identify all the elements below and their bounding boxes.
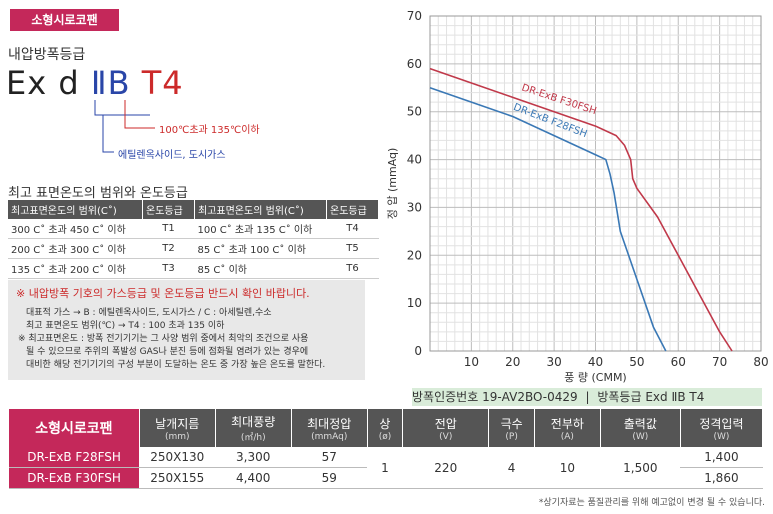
x-tick-label: 50	[629, 355, 644, 369]
cert-label: 방폭인증번호	[412, 390, 479, 404]
th-model: 소형시로코팬	[9, 409, 140, 447]
th-poles: 극수 (P)	[488, 409, 535, 447]
th-voltage: 전압 (V)	[402, 409, 490, 447]
cert-separator: |	[585, 390, 590, 404]
cell: T6	[326, 258, 379, 279]
notes-line: 최고 표면온도 범위(℃) → T4 : 100 초과 135 이하	[26, 321, 225, 331]
explosion-grade-title: 내압방폭등급	[8, 47, 86, 63]
x-tick-label: 10	[464, 355, 479, 369]
x-tick-label: 20	[505, 355, 520, 369]
series-line	[429, 87, 667, 352]
plot-frame	[429, 15, 762, 352]
product-spec-table: 소형시로코팬 날개지름 (mm) 최대풍량 (㎥/h) 최대정압 (mmAq) 상 (ø…	[9, 409, 764, 489]
temp-table-header: 최고표면온도의 범위(C˚) 온도등급 최고표면온도의 범위(C˚) 온도등급	[8, 200, 379, 219]
table-row: 135 C˚ 초과 200 C˚ 이하 T3 85 C˚ 이하 T6	[8, 258, 379, 279]
cert-grade-label: 방폭등급	[597, 390, 642, 404]
th-class-1: 온도등급	[142, 200, 195, 219]
cell: 4	[488, 447, 535, 489]
th-class-2: 온도등급	[326, 200, 379, 219]
cell: 1	[367, 447, 403, 489]
cell: T3	[142, 258, 195, 279]
category-badge: 소형시로코팬	[10, 9, 119, 31]
model-cell: DR-ExB F28FSH	[9, 447, 140, 468]
x-tick-label: 70	[712, 355, 727, 369]
y-axis-label: 정 압 (mmAq)	[386, 148, 399, 220]
cell: 10	[534, 447, 601, 489]
cell: 4,400	[215, 467, 292, 489]
y-tick-label: 40	[407, 153, 422, 167]
table-row: 200 C˚ 초과 300 C˚ 이하 T2 85 C˚ 초과 100 C˚ 이…	[8, 238, 379, 259]
cell: 57	[291, 447, 368, 468]
notes-line: 대비한 해당 전기기기의 구성 부분이 도달하는 온도 중 가장 높은 온도를 …	[26, 360, 326, 370]
y-tick-label: 10	[407, 296, 422, 310]
th-blade: 날개지름 (mm)	[139, 409, 216, 447]
model-cell: DR-ExB F30FSH	[9, 467, 140, 489]
th-phase: 상 (ø)	[367, 409, 404, 447]
notes-line: 될 수 있으므로 주위의 폭발성 GAS나 분진 등에 점화될 염려가 있는 경…	[26, 347, 309, 357]
y-tick-label: 60	[407, 57, 422, 71]
cell: 100 C˚ 초과 135 C˚ 이하	[194, 219, 327, 239]
certification-bar: 방폭인증번호 19-AV2BO-0429 | 방폭등급 Exd ⅡB T4	[412, 388, 762, 406]
cell: 1,400	[680, 447, 763, 468]
code-bracket-lines	[94, 100, 155, 153]
cell: 250X130	[139, 447, 216, 468]
cell: 3,300	[215, 447, 292, 468]
table-row: DR-ExB F28FSH 250X130 3,300 57 1 220 4 1…	[9, 447, 763, 489]
cell: 135 C˚ 초과 200 C˚ 이하	[8, 258, 143, 279]
group-bracket-line	[102, 115, 114, 153]
group-underline	[94, 100, 150, 116]
explosion-code: Ex d ⅡB T4	[6, 64, 184, 102]
notes-line: ※ 최고표면온도 : 방폭 전기기기는 그 사양 범위 중에서 최악의 조건으로…	[18, 334, 309, 344]
temperature-class-table: 최고표면온도의 범위(C˚) 온도등급 최고표면온도의 범위(C˚) 온도등급 …	[8, 200, 379, 279]
cell: T4	[326, 219, 379, 239]
th-flow: 최대풍량 (㎥/h)	[215, 409, 292, 447]
cell: 220	[402, 447, 489, 489]
cell: 85 C˚ 이하	[194, 258, 327, 279]
cell: 1,860	[680, 467, 763, 489]
cell: 200 C˚ 초과 300 C˚ 이하	[8, 238, 143, 259]
cell: 250X155	[139, 467, 216, 489]
notes-box	[8, 280, 365, 380]
code-temp: T4	[141, 64, 184, 102]
th-range-2: 최고표면온도의 범위(C˚)	[194, 200, 327, 219]
temp-bracket-line	[124, 100, 155, 129]
table-row: DR-ExB F30FSH 250X155 4,400 59 1,860	[9, 467, 763, 489]
th-load: 전부하 (A)	[534, 409, 601, 447]
performance-chart: 0 10 20 30 40 50 60 70 10 20 30 40 50 60 70 80 풍 량 (CMM)…	[386, 9, 769, 384]
th-range-1: 최고표면온도의 범위(C˚)	[8, 200, 143, 219]
cell: 59	[291, 467, 368, 489]
code-ex: Ex d	[6, 64, 80, 102]
x-tick-label: 30	[546, 355, 561, 369]
series-line	[429, 67, 733, 352]
code-group: ⅡB	[90, 64, 131, 102]
notes-line: 대표적 가스 → B : 에틸렌옥사이드, 도시가스 / C : 아세틸렌,수소	[26, 308, 272, 318]
table-row: 300 C˚ 초과 450 C˚ 이하 T1 100 C˚ 초과 135 C˚ …	[8, 219, 379, 239]
x-tick-label: 80	[753, 355, 768, 369]
x-axis-label: 풍 량 (CMM)	[564, 371, 626, 384]
th-rated-input: 정격입력 (W)	[680, 409, 764, 447]
cert-number: 19-AV2BO-0429	[482, 390, 578, 404]
y-tick-label: 0	[414, 344, 422, 358]
cell: T2	[142, 238, 195, 259]
cert-grade: Exd ⅡB T4	[645, 390, 705, 404]
y-tick-label: 30	[407, 200, 422, 214]
y-tick-label: 20	[407, 248, 422, 262]
y-tick-label: 70	[407, 9, 422, 23]
x-tick-label: 40	[588, 355, 603, 369]
x-tick-label: 60	[671, 355, 686, 369]
footnote: *상기자료는 품질관리를 위해 예고없이 변경 될 수 있습니다.	[538, 498, 765, 508]
y-tick-label: 50	[407, 105, 422, 119]
group-note: 에틸렌옥사이드, 도시가스	[118, 150, 226, 161]
cell: T1	[142, 219, 195, 239]
cell: 1,500	[600, 447, 681, 489]
th-output: 출력값 (W)	[600, 409, 681, 447]
cell: T5	[326, 238, 379, 259]
cell: 85 C˚ 초과 100 C˚ 이하	[194, 238, 327, 259]
temp-note: 100℃초과 135℃이하	[159, 125, 260, 136]
th-pressure: 최대정압 (mmAq)	[291, 409, 368, 447]
product-table-header: 소형시로코팬 날개지름 (mm) 최대풍량 (㎥/h) 최대정압 (mmAq) 상 (ø…	[9, 409, 764, 447]
notes-warning: ※ 내압방폭 기호의 가스등급 및 온도등급 반드시 확인 바랍니다.	[16, 287, 310, 300]
temp-table-title: 최고 표면온도의 범위와 온도등급	[8, 186, 188, 201]
cell: 300 C˚ 초과 450 C˚ 이하	[8, 219, 143, 239]
